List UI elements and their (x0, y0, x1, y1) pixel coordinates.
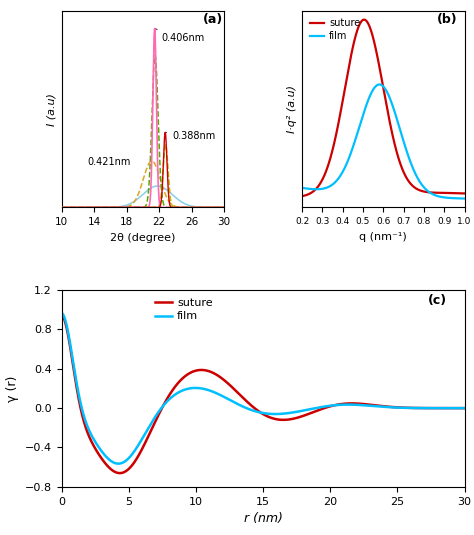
Text: (c): (c) (428, 294, 447, 307)
Text: 0.388nm: 0.388nm (165, 132, 215, 141)
Legend: suture, film: suture, film (307, 16, 364, 44)
Text: (b): (b) (437, 12, 457, 26)
Y-axis label: I (a.u): I (a.u) (46, 93, 56, 126)
Y-axis label: I·q² (a.u): I·q² (a.u) (286, 85, 297, 133)
Legend: suture, film: suture, film (150, 294, 217, 326)
X-axis label: r (nm): r (nm) (244, 512, 283, 525)
Y-axis label: γ (r): γ (r) (6, 375, 19, 402)
X-axis label: 2θ (degree): 2θ (degree) (110, 233, 175, 243)
X-axis label: q (nm⁻¹): q (nm⁻¹) (359, 232, 407, 242)
Text: 0.406nm: 0.406nm (155, 28, 205, 43)
Text: (a): (a) (203, 12, 223, 26)
Text: 0.421nm: 0.421nm (88, 157, 131, 166)
